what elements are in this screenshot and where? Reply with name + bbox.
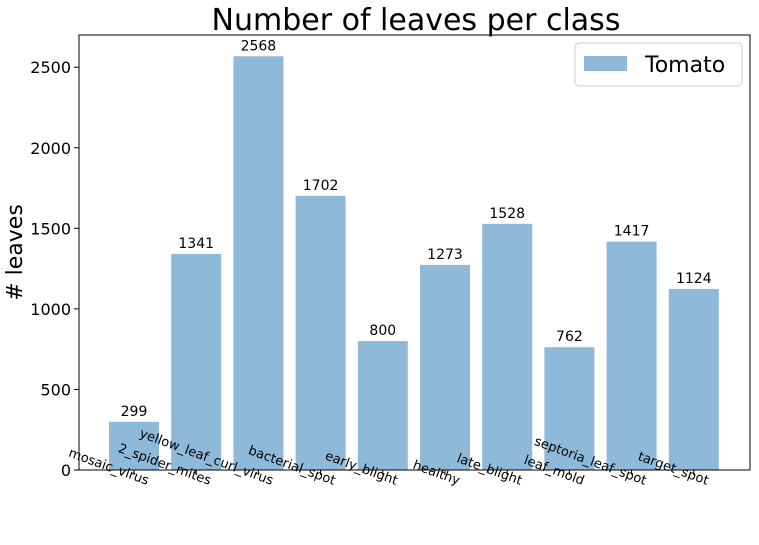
y-tick-label: 0 bbox=[61, 461, 71, 480]
bar-early_blight bbox=[357, 341, 408, 470]
legend: Tomato bbox=[574, 42, 743, 87]
y-tick-label: 1000 bbox=[30, 300, 71, 319]
bar-value-label: 762 bbox=[556, 329, 583, 345]
legend-box bbox=[574, 42, 743, 87]
bar-leaf_mold bbox=[544, 347, 595, 470]
y-tick-label: 2000 bbox=[30, 139, 71, 158]
legend-label-tomato: Tomato bbox=[644, 53, 725, 78]
bar-value-label: 1417 bbox=[614, 224, 650, 240]
y-axis-label: # leaves bbox=[3, 204, 28, 301]
y-axis-ticks: 0 500 1000 1500 2000 2500 bbox=[30, 58, 79, 480]
bar-yellow_leaf_curl_virus bbox=[233, 56, 284, 471]
y-tick-label: 500 bbox=[40, 380, 71, 399]
bar-value-label: 2568 bbox=[241, 38, 277, 54]
chart-title: Number of leaves per class bbox=[212, 3, 621, 38]
bar-septoria_leaf_spot bbox=[606, 241, 657, 470]
bar-2_spider_mites bbox=[171, 253, 222, 470]
bars-layer bbox=[109, 56, 719, 471]
bar-labels-layer: 299 1341 2568 1702 800 1273 1528 762 1417 1124 bbox=[121, 38, 712, 420]
y-tick-label: 1500 bbox=[30, 219, 71, 238]
bar-value-label: 1702 bbox=[303, 178, 339, 194]
bar-value-label: 1273 bbox=[427, 247, 463, 263]
legend-swatch-tomato bbox=[584, 56, 627, 71]
y-tick-label: 2500 bbox=[30, 58, 71, 77]
plot-frame bbox=[78, 34, 751, 471]
bar-healthy bbox=[420, 264, 470, 470]
bar-value-label: 299 bbox=[121, 404, 148, 420]
bar-target_spot bbox=[668, 288, 719, 470]
bar-value-label: 1528 bbox=[489, 206, 525, 222]
bar-value-label: 1124 bbox=[676, 271, 712, 287]
bar-late_blight bbox=[482, 223, 533, 470]
bar-value-label: 800 bbox=[369, 323, 396, 339]
bar-bacterial_spot bbox=[295, 195, 346, 471]
bar-value-label: 1341 bbox=[178, 236, 214, 252]
bar-mosaic_virus bbox=[109, 421, 159, 470]
